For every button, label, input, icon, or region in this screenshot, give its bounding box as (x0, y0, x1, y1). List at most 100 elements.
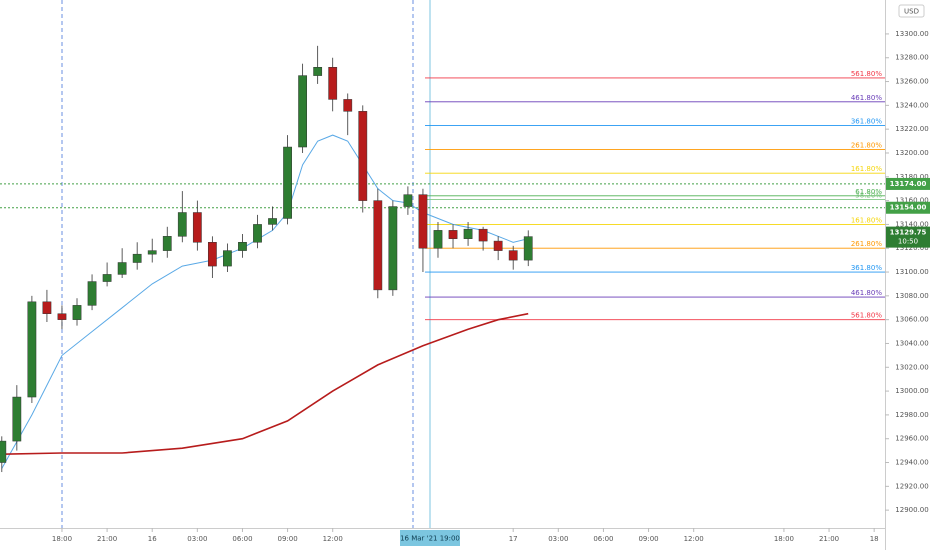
x-tick-label: 18:00 (52, 535, 72, 543)
plot: 12900.00 12920.00 12940.00 12960.00 12980.00… (0, 30, 930, 543)
candle-body (238, 242, 247, 251)
y-tick-label: 13060.00 (895, 316, 928, 324)
candle-body (268, 218, 277, 225)
y-tick-label: 12900.00 (895, 506, 928, 514)
y-tick-label: 13080.00 (895, 292, 928, 300)
last-price: 13129.75 (890, 229, 927, 237)
y-tick-label: 13040.00 (895, 339, 928, 347)
fib-level-label: 561.80% (851, 312, 882, 320)
y-tick-label: 13300.00 (895, 30, 928, 38)
x-tick-label: 12:00 (323, 535, 343, 543)
y-tick-label: 13240.00 (895, 101, 928, 109)
candle-body (343, 99, 353, 112)
price-line-label: 13154.00 (890, 204, 927, 212)
y-tick-label: 13100.00 (895, 268, 928, 276)
candle-body (523, 236, 533, 261)
x-tick-label: 09:00 (277, 535, 297, 543)
x-tick-label: 18 (870, 535, 879, 543)
candle-body (117, 262, 127, 275)
crosshair-label-box (400, 530, 460, 546)
candle-body (192, 212, 202, 243)
indicator-line (1, 134, 529, 469)
x-tick-label: 16 (148, 535, 157, 543)
y-tick-label: 13180.00 (895, 173, 928, 181)
last-price-box (886, 226, 930, 248)
fib-level-label: 361.80% (851, 118, 882, 126)
candle-body (177, 212, 187, 237)
x-tick-label: 21:00 (97, 535, 117, 543)
countdown: 10:50 (898, 238, 918, 246)
y-tick-label: 12940.00 (895, 459, 928, 467)
candle-body (57, 313, 67, 320)
y-tick-label: 12960.00 (895, 435, 928, 443)
y-tick-label: 13120.00 (895, 244, 928, 252)
candle-body (448, 230, 458, 239)
x-tick-label: 09:00 (638, 535, 658, 543)
candle-body (72, 305, 82, 320)
y-tick-label: 13000.00 (895, 387, 928, 395)
y-tick-label: 13280.00 (895, 54, 928, 62)
fib-level-label: 461.80% (851, 94, 882, 102)
candle-body (358, 111, 368, 201)
fib-level-label: 161.80% (851, 216, 882, 224)
y-tick-label: 12920.00 (895, 482, 928, 490)
y-tick-label: 13200.00 (895, 149, 928, 157)
candle-body (403, 194, 413, 207)
candle-body (313, 67, 323, 76)
candle-body (42, 301, 52, 314)
y-tick-label: 13260.00 (895, 78, 928, 86)
candle-body (478, 228, 488, 242)
fib-level-label: 61.80% (855, 188, 882, 196)
x-tick-label: 03:00 (187, 535, 207, 543)
y-tick-label: 13160.00 (895, 197, 928, 205)
x-tick-label: 18:00 (774, 535, 794, 543)
candle-body (223, 250, 232, 267)
y-tick-label: 13220.00 (895, 125, 928, 133)
currency: USD (904, 8, 919, 16)
fib-level-label: 261.80% (851, 240, 882, 248)
price-line-label-box (886, 201, 930, 214)
candle-body (207, 242, 217, 267)
candle-body (328, 67, 338, 100)
fib-level-label: 561.80% (851, 70, 882, 78)
x-tick-label: 17 (509, 535, 518, 543)
price-line-label: 13174.00 (890, 180, 927, 188)
fib-level-label: 461.80% (851, 289, 882, 297)
x-tick-label: 12:00 (684, 535, 704, 543)
indicator-line (1, 312, 529, 455)
candle-body (493, 240, 503, 251)
candle-body (418, 194, 428, 249)
candle-body (508, 250, 518, 261)
candle-body (27, 301, 37, 398)
x-tick-label: 06:00 (232, 535, 252, 543)
candle-body (102, 274, 112, 282)
candle-body (12, 396, 22, 442)
x-tick-label: 06:00 (593, 535, 613, 543)
candle-body (298, 75, 308, 148)
candle-body (162, 236, 172, 251)
candle-body (373, 200, 383, 291)
fib-level-label: 38.20% (855, 191, 882, 199)
y-tick-label: 13020.00 (895, 363, 928, 371)
x-tick-label: 21:00 (819, 535, 839, 543)
candle-body (463, 228, 473, 239)
candle-body (147, 250, 157, 255)
candle-body (132, 253, 142, 263)
candle-body (388, 206, 398, 291)
candle-body (253, 224, 262, 243)
fib-level-label: 361.80% (851, 264, 882, 272)
price-line-label-box (886, 177, 930, 190)
y-tick-label: 13140.00 (895, 220, 928, 228)
fib-level-label: 161.80% (851, 165, 882, 173)
currency-box[interactable] (898, 4, 925, 18)
x-tick-label: 03:00 (548, 535, 568, 543)
candle-body (283, 146, 292, 219)
candle-body (87, 281, 97, 306)
fib-level-label: 261.80% (851, 141, 882, 149)
candle-body (433, 230, 443, 249)
candle-body (0, 440, 7, 463)
crosshair-label: 16 Mar '21 19:00 (400, 535, 460, 543)
y-tick-label: 12980.00 (895, 411, 928, 419)
